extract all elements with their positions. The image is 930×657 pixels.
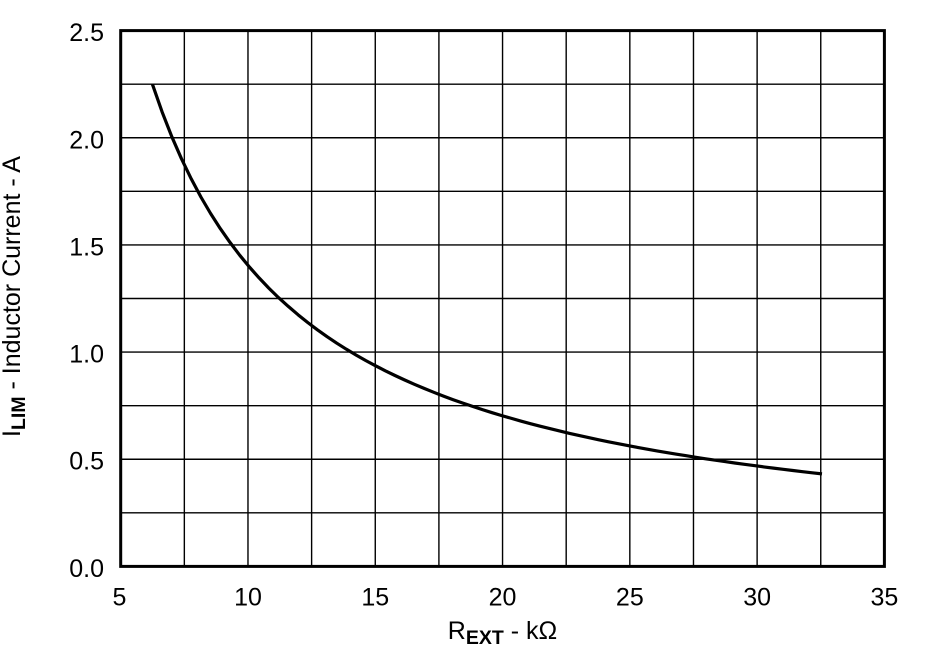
svg-text:1.0: 1.0 bbox=[69, 341, 104, 369]
svg-text:0.5: 0.5 bbox=[69, 448, 104, 476]
svg-text:0.0: 0.0 bbox=[69, 555, 104, 583]
svg-text:15: 15 bbox=[361, 584, 389, 612]
svg-text:ILIM - Inductor Current - A: ILIM - Inductor Current - A bbox=[0, 156, 30, 437]
svg-text:20: 20 bbox=[489, 584, 517, 612]
svg-text:5: 5 bbox=[113, 584, 127, 612]
svg-text:30: 30 bbox=[743, 584, 771, 612]
svg-text:REXT - kΩ: REXT - kΩ bbox=[448, 617, 557, 649]
svg-text:2.5: 2.5 bbox=[69, 19, 104, 47]
svg-text:2.0: 2.0 bbox=[69, 126, 104, 154]
svg-text:25: 25 bbox=[616, 584, 644, 612]
svg-text:1.5: 1.5 bbox=[69, 233, 104, 261]
svg-text:10: 10 bbox=[234, 584, 262, 612]
svg-text:35: 35 bbox=[870, 584, 898, 612]
